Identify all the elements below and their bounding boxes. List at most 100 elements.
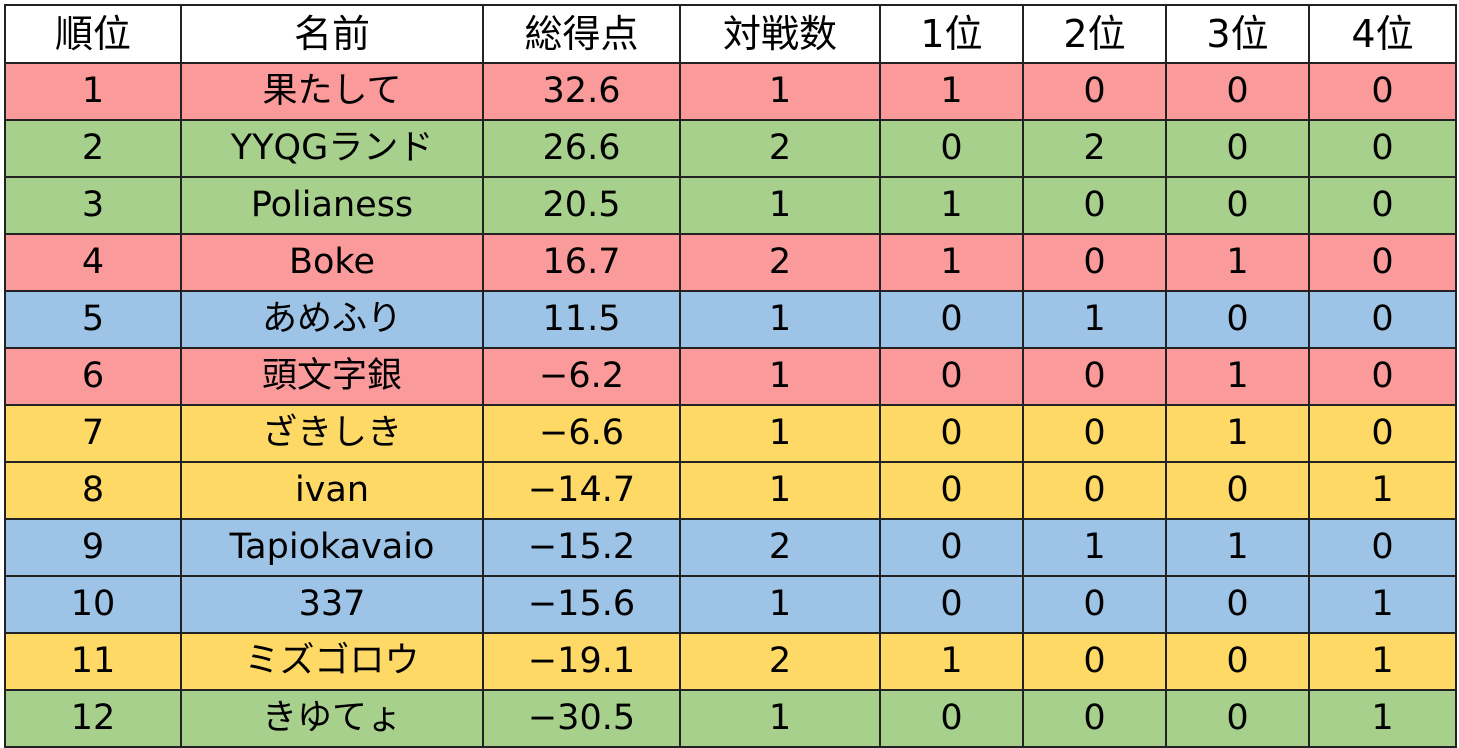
header-total-points: 総得点 xyxy=(482,4,681,64)
cell-place-2: 0 xyxy=(1022,233,1167,292)
cell-place-1: 1 xyxy=(879,176,1024,235)
cell-games: 2 xyxy=(679,119,881,178)
table-row: 6 頭文字銀 −6.2 1 0 0 1 0 xyxy=(4,347,1457,406)
cell-place-4: 1 xyxy=(1308,461,1457,520)
cell-place-3: 0 xyxy=(1165,575,1310,634)
cell-total-points: 20.5 xyxy=(482,176,681,235)
table-row: 3 Polianess 20.5 1 1 0 0 0 xyxy=(4,176,1457,235)
cell-name: ざきしき xyxy=(180,404,484,463)
cell-place-1: 0 xyxy=(879,347,1024,406)
table-row: 10 337 −15.6 1 0 0 0 1 xyxy=(4,575,1457,634)
cell-place-3: 1 xyxy=(1165,518,1310,577)
header-place-4: 4位 xyxy=(1308,4,1457,64)
cell-place-4: 1 xyxy=(1308,575,1457,634)
cell-place-3: 0 xyxy=(1165,290,1310,349)
cell-place-2: 0 xyxy=(1022,404,1167,463)
cell-place-2: 1 xyxy=(1022,518,1167,577)
cell-place-4: 0 xyxy=(1308,347,1457,406)
table-row: 11 ミズゴロウ −19.1 2 1 0 0 1 xyxy=(4,632,1457,691)
cell-rank: 2 xyxy=(4,119,182,178)
cell-total-points: 26.6 xyxy=(482,119,681,178)
table-row: 2 YYQGランド 26.6 2 0 2 0 0 xyxy=(4,119,1457,178)
header-place-2: 2位 xyxy=(1022,4,1167,64)
cell-rank: 9 xyxy=(4,518,182,577)
cell-rank: 8 xyxy=(4,461,182,520)
cell-place-1: 0 xyxy=(879,689,1024,748)
cell-rank: 5 xyxy=(4,290,182,349)
cell-place-2: 0 xyxy=(1022,176,1167,235)
table-row: 1 果たして 32.6 1 1 0 0 0 xyxy=(4,62,1457,121)
cell-total-points: 11.5 xyxy=(482,290,681,349)
cell-games: 1 xyxy=(679,176,881,235)
table-body: 1 果たして 32.6 1 1 0 0 0 2 YYQGランド 26.6 2 0 2 0 0 3 Polianes… xyxy=(4,62,1457,748)
header-games: 対戦数 xyxy=(679,4,881,64)
table-row: 8 ivan −14.7 1 0 0 0 1 xyxy=(4,461,1457,520)
cell-total-points: −14.7 xyxy=(482,461,681,520)
cell-total-points: −6.2 xyxy=(482,347,681,406)
cell-place-1: 0 xyxy=(879,575,1024,634)
cell-place-3: 0 xyxy=(1165,62,1310,121)
cell-place-3: 1 xyxy=(1165,233,1310,292)
cell-place-3: 0 xyxy=(1165,689,1310,748)
table-header: 順位 名前 総得点 対戦数 1位 2位 3位 4位 xyxy=(4,4,1457,64)
cell-games: 1 xyxy=(679,575,881,634)
cell-rank: 7 xyxy=(4,404,182,463)
cell-place-1: 1 xyxy=(879,233,1024,292)
cell-total-points: 32.6 xyxy=(482,62,681,121)
cell-games: 1 xyxy=(679,461,881,520)
cell-name: ミズゴロウ xyxy=(180,632,484,691)
cell-place-1: 1 xyxy=(879,632,1024,691)
cell-name: 頭文字銀 xyxy=(180,347,484,406)
cell-rank: 1 xyxy=(4,62,182,121)
cell-name: Boke xyxy=(180,233,484,292)
table-row: 7 ざきしき −6.6 1 0 0 1 0 xyxy=(4,404,1457,463)
cell-place-2: 0 xyxy=(1022,62,1167,121)
cell-total-points: −30.5 xyxy=(482,689,681,748)
cell-place-1: 0 xyxy=(879,119,1024,178)
header-name: 名前 xyxy=(180,4,484,64)
cell-place-2: 0 xyxy=(1022,632,1167,691)
cell-place-3: 0 xyxy=(1165,461,1310,520)
cell-place-3: 0 xyxy=(1165,119,1310,178)
cell-name: きゆてょ xyxy=(180,689,484,748)
cell-place-4: 0 xyxy=(1308,290,1457,349)
cell-name: あめふり xyxy=(180,290,484,349)
cell-place-3: 0 xyxy=(1165,176,1310,235)
cell-rank: 3 xyxy=(4,176,182,235)
cell-place-3: 1 xyxy=(1165,404,1310,463)
cell-name: YYQGランド xyxy=(180,119,484,178)
cell-place-3: 0 xyxy=(1165,632,1310,691)
table-row: 4 Boke 16.7 2 1 0 1 0 xyxy=(4,233,1457,292)
cell-place-2: 0 xyxy=(1022,461,1167,520)
cell-games: 1 xyxy=(679,62,881,121)
cell-rank: 6 xyxy=(4,347,182,406)
cell-name: Polianess xyxy=(180,176,484,235)
cell-games: 2 xyxy=(679,518,881,577)
table-row: 5 あめふり 11.5 1 0 1 0 0 xyxy=(4,290,1457,349)
cell-place-4: 1 xyxy=(1308,689,1457,748)
cell-games: 1 xyxy=(679,689,881,748)
cell-games: 1 xyxy=(679,290,881,349)
cell-total-points: −19.1 xyxy=(482,632,681,691)
cell-place-2: 0 xyxy=(1022,689,1167,748)
cell-games: 1 xyxy=(679,347,881,406)
header-place-3: 3位 xyxy=(1165,4,1310,64)
cell-place-1: 0 xyxy=(879,404,1024,463)
cell-total-points: −6.6 xyxy=(482,404,681,463)
cell-place-3: 1 xyxy=(1165,347,1310,406)
cell-place-2: 0 xyxy=(1022,347,1167,406)
cell-place-2: 0 xyxy=(1022,575,1167,634)
cell-name: ivan xyxy=(180,461,484,520)
cell-total-points: −15.6 xyxy=(482,575,681,634)
cell-total-points: −15.2 xyxy=(482,518,681,577)
cell-place-1: 1 xyxy=(879,62,1024,121)
cell-place-1: 0 xyxy=(879,461,1024,520)
header-place-1: 1位 xyxy=(879,4,1024,64)
cell-name: 果たして xyxy=(180,62,484,121)
cell-place-4: 0 xyxy=(1308,119,1457,178)
cell-name: 337 xyxy=(180,575,484,634)
standings-table: 順位 名前 総得点 対戦数 1位 2位 3位 4位 1 果たして 32.6 1 1 0 0 0… xyxy=(4,4,1457,748)
cell-games: 2 xyxy=(679,632,881,691)
cell-name: Tapiokavaio xyxy=(180,518,484,577)
cell-place-1: 0 xyxy=(879,290,1024,349)
